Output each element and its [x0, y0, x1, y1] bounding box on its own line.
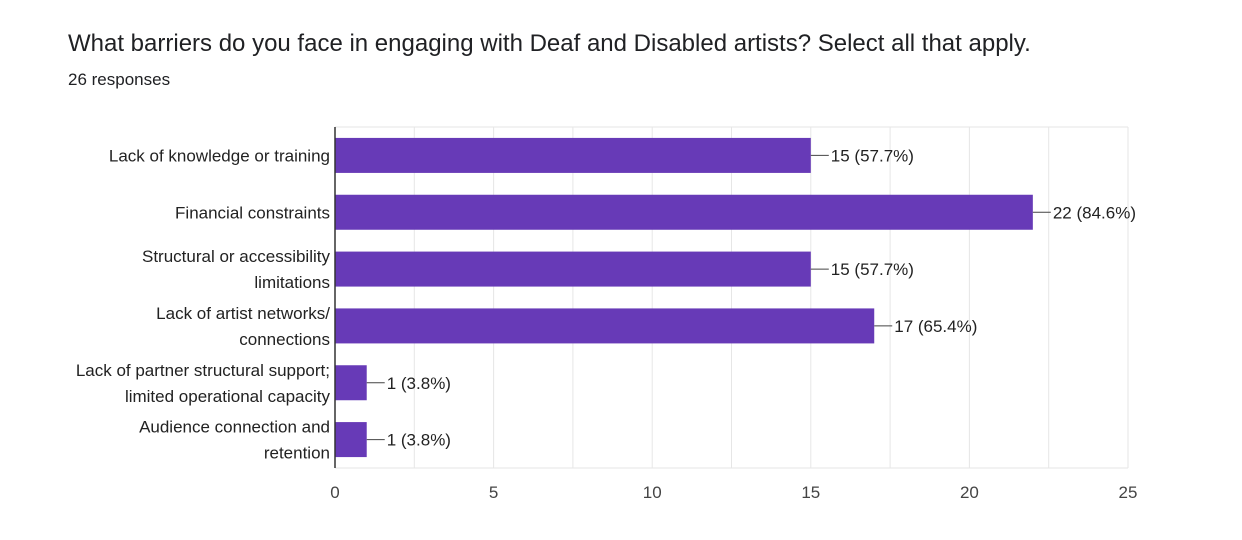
category-label: Financial constraints — [175, 203, 330, 222]
category-label: Structural or accessibility limitations — [142, 247, 331, 292]
bars — [335, 137, 1033, 458]
data-label: 1 (3.8%) — [387, 431, 451, 450]
category-label: Lack of artist networks/connections — [156, 304, 330, 349]
category-label-line: Financial constraints — [175, 203, 330, 222]
data-label: 15 (57.7%) — [831, 146, 914, 165]
category-label-line: limited operational capacity — [125, 387, 331, 406]
x-tick-label: 10 — [643, 483, 662, 502]
bar — [335, 194, 1033, 230]
bar — [335, 422, 367, 458]
bar — [335, 251, 811, 287]
x-tick-label: 5 — [489, 483, 498, 502]
gridlines — [334, 126, 1129, 469]
data-label: 22 (84.6%) — [1053, 203, 1136, 222]
category-label-line: Lack of artist networks/ — [156, 304, 330, 323]
labels: 0 5 10 15 20 25 15 (57.7%) Lack of knowledge or… — [76, 127, 1138, 502]
response-count: 26 responses — [68, 70, 171, 89]
x-tick-label: 20 — [960, 483, 979, 502]
category-label: Lack of partner structural support; limit… — [76, 361, 331, 406]
category-label-line: Audience connection and — [139, 418, 330, 437]
data-label: 17 (65.4%) — [894, 317, 977, 336]
category-label-line: Lack of knowledge or training — [109, 146, 330, 165]
category-label-line: Lack of partner structural support; — [76, 361, 330, 380]
x-tick-label: 25 — [1119, 483, 1138, 502]
category-label-line: Structural or accessibility — [142, 247, 331, 266]
category-label-line: retention — [264, 444, 330, 463]
bar — [335, 137, 811, 173]
data-label: 1 (3.8%) — [387, 374, 451, 393]
data-label: 15 (57.7%) — [831, 260, 914, 279]
bar — [335, 365, 367, 401]
x-tick-label: 15 — [801, 483, 820, 502]
category-label: Audience connection and retention — [139, 418, 330, 463]
bar — [335, 308, 875, 344]
category-label-line: limitations — [254, 273, 330, 292]
x-tick-label: 0 — [330, 483, 339, 502]
chart-title: What barriers do you face in engaging wi… — [68, 30, 1031, 57]
category-label: Lack of knowledge or training — [109, 146, 330, 165]
category-label-line: connections — [239, 330, 330, 349]
